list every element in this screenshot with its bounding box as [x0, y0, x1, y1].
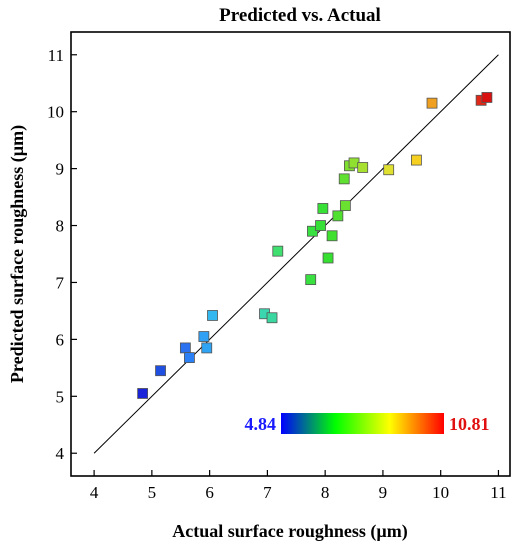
- y-tick-label: 5: [56, 387, 65, 406]
- data-point: [179, 342, 191, 354]
- data-point: [339, 200, 351, 212]
- x-tick-label: 10: [432, 483, 449, 502]
- data-point: [272, 245, 284, 257]
- x-tick-label: 6: [205, 483, 214, 502]
- y-tick-label: 7: [56, 273, 65, 292]
- data-point: [307, 225, 318, 237]
- colorbar-bar: [281, 413, 444, 434]
- chart-title: Predicted vs. Actual: [219, 5, 381, 26]
- y-tick-label: 8: [56, 217, 65, 236]
- data-point: [338, 173, 350, 185]
- x-tick-label: 11: [490, 483, 506, 502]
- data-point: [357, 162, 369, 173]
- data-point: [198, 331, 210, 342]
- data-point: [184, 352, 195, 364]
- y-tick-label: 9: [56, 160, 65, 179]
- data-point: [322, 252, 334, 264]
- x-axis-ticks: [93, 470, 500, 476]
- x-tick-label: 4: [90, 483, 99, 502]
- colorbar-min-label: 4.84: [245, 414, 277, 434]
- y-tick-label: 6: [56, 330, 65, 349]
- data-point: [305, 274, 317, 286]
- data-point: [317, 203, 329, 214]
- x-tick-label: 9: [379, 483, 388, 502]
- y-axis-tick-labels: 4 5 6 7 8 9 10 11: [47, 46, 65, 463]
- y-axis-label: Predicted surface roughness (µm): [7, 125, 28, 383]
- data-point: [411, 154, 422, 166]
- data-point: [332, 210, 344, 222]
- x-axis-tick-labels: 4 5 6 7 8 9 10 11: [90, 483, 507, 502]
- x-tick-label: 8: [321, 483, 330, 502]
- plot-area-frame: [70, 31, 511, 477]
- data-point: [383, 164, 395, 176]
- reference-line-y-equals-x: [93, 54, 499, 454]
- y-tick-label: 10: [47, 103, 64, 122]
- x-tick-label: 5: [148, 483, 157, 502]
- data-point: [207, 310, 218, 321]
- data-point: [266, 312, 278, 324]
- data-point: [137, 388, 149, 399]
- data-point: [315, 220, 326, 231]
- data-points: [137, 92, 493, 399]
- data-point: [326, 230, 338, 242]
- data-point: [201, 342, 213, 354]
- y-tick-label: 11: [48, 46, 64, 65]
- data-point: [481, 92, 493, 103]
- y-tick-label: 4: [56, 444, 65, 463]
- x-tick-label: 7: [263, 483, 272, 502]
- y-axis-ticks: [71, 54, 77, 454]
- x-axis-label: Actual surface roughness (µm): [172, 521, 408, 542]
- data-point: [155, 365, 166, 377]
- data-point: [426, 97, 438, 109]
- colorbar: 4.84 10.81: [245, 413, 490, 434]
- colorbar-max-label: 10.81: [449, 414, 490, 434]
